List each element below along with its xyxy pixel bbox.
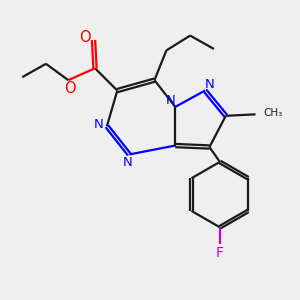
Text: N: N	[205, 78, 214, 91]
Text: N: N	[166, 94, 176, 107]
Text: O: O	[80, 30, 91, 45]
Text: N: N	[94, 118, 103, 131]
Text: CH₃: CH₃	[264, 108, 283, 118]
Text: O: O	[64, 81, 76, 96]
Text: N: N	[123, 156, 133, 169]
Text: F: F	[216, 246, 224, 260]
